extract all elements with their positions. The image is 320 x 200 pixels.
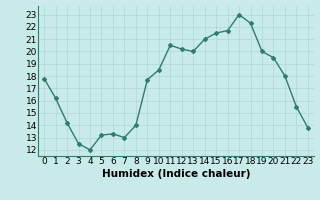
X-axis label: Humidex (Indice chaleur): Humidex (Indice chaleur) [102, 169, 250, 179]
